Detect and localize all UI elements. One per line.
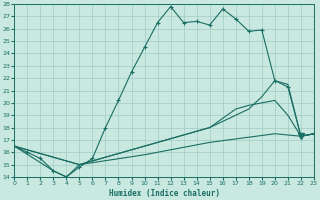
X-axis label: Humidex (Indice chaleur): Humidex (Indice chaleur) [108,189,220,198]
